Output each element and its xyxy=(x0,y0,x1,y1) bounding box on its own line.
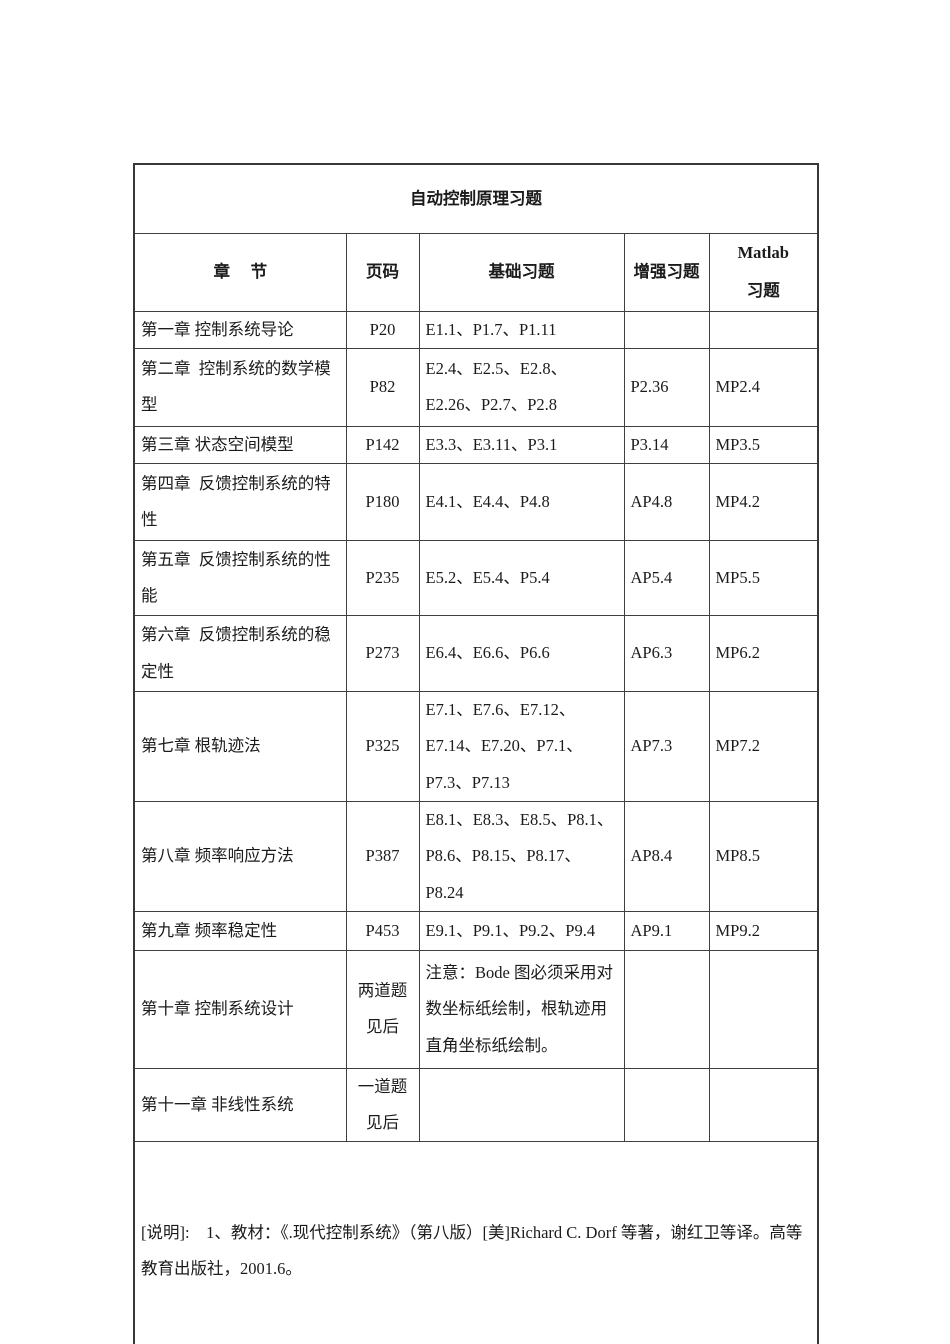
table-row: 第七章 根轨迹法 P325 E7.1、E7.6、E7.12、E7.14、E7.2… xyxy=(133,691,819,802)
matlab-exercises-cell: MP7.2 xyxy=(708,691,819,802)
enhanced-exercises-cell xyxy=(623,949,710,1069)
table-row: 第六章 反馈控制系统的稳定性 P273 E6.4、E6.6、P6.6 AP6.3… xyxy=(133,615,819,693)
basic-exercises-cell xyxy=(418,1067,625,1143)
basic-exercises-cell: E3.3、E3.11、P3.1 xyxy=(418,425,625,465)
chapter-cell: 第五章 反馈控制系统的性能 xyxy=(133,540,347,617)
enhanced-exercises-cell: AP9.1 xyxy=(623,910,710,951)
title-row: 自动控制原理习题 xyxy=(133,163,819,234)
page-cell: P180 xyxy=(345,463,420,542)
page-cell: 一道题 见后 xyxy=(345,1067,420,1143)
chapter-cell: 第三章 状态空间模型 xyxy=(133,425,347,465)
page-cell: P82 xyxy=(345,347,420,427)
enhanced-exercises-cell: P2.36 xyxy=(623,347,710,427)
basic-exercises-cell: E8.1、E8.3、E8.5、P8.1、P8.6、P8.15、P8.17、P8.… xyxy=(418,800,625,912)
matlab-exercises-cell xyxy=(708,949,819,1069)
basic-exercises-cell: E5.2、E5.4、P5.4 xyxy=(418,540,625,617)
table-row: 第四章 反馈控制系统的特性 P180 E4.1、E4.4、P4.8 AP4.8 … xyxy=(133,463,819,542)
matlab-exercises-cell: MP4.2 xyxy=(708,463,819,542)
table-row: 第三章 状态空间模型 P142 E3.3、E3.11、P3.1 P3.14 MP… xyxy=(133,425,819,465)
table-row: 第二章 控制系统的数学模型 P82 E2.4、E2.5、E2.8、E2.26、P… xyxy=(133,347,819,427)
basic-exercises-cell: 注意：Bode 图必须采用对数坐标纸绘制，根轨迹用直角坐标纸绘制。 xyxy=(418,949,625,1069)
enhanced-exercises-cell: AP4.8 xyxy=(623,463,710,542)
basic-exercises-cell: E9.1、P9.1、P9.2、P9.4 xyxy=(418,910,625,951)
col-header-matlab: Matlab 习题 xyxy=(708,232,819,312)
col-header-page: 页码 xyxy=(345,232,420,312)
basic-exercises-cell: E4.1、E4.4、P4.8 xyxy=(418,463,625,542)
chapter-cell: 第九章 频率稳定性 xyxy=(133,910,347,951)
footer-row: [说明]: 1、教材：《.现代控制系统》（第八版）[美]Richard C. D… xyxy=(133,1141,819,1344)
matlab-exercises-cell: MP3.5 xyxy=(708,425,819,465)
enhanced-exercises-cell: AP5.4 xyxy=(623,540,710,617)
chapter-cell: 第二章 控制系统的数学模型 xyxy=(133,347,347,427)
header-row: 章 节 页码 基础习题 增强习题 Matlab 习题 xyxy=(133,232,819,312)
table-row: 第八章 频率响应方法 P387 E8.1、E8.3、E8.5、P8.1、P8.6… xyxy=(133,800,819,912)
enhanced-exercises-cell: AP7.3 xyxy=(623,691,710,802)
basic-exercises-cell: E2.4、E2.5、E2.8、E2.26、P2.7、P2.8 xyxy=(418,347,625,427)
col-header-chapter: 章 节 xyxy=(133,232,347,312)
matlab-exercises-cell: MP2.4 xyxy=(708,347,819,427)
page-cell: 两道题 见后 xyxy=(345,949,420,1069)
basic-exercises-cell: E7.1、E7.6、E7.12、E7.14、E7.20、P7.1、P7.3、P7… xyxy=(418,691,625,802)
table-row: 第五章 反馈控制系统的性能 P235 E5.2、E5.4、P5.4 AP5.4 … xyxy=(133,540,819,617)
table-row: 第九章 频率稳定性 P453 E9.1、P9.1、P9.2、P9.4 AP9.1… xyxy=(133,910,819,951)
enhanced-exercises-cell: AP6.3 xyxy=(623,615,710,693)
note-line-1: [说明]: 1、教材：《.现代控制系统》（第八版）[美]Richard C. D… xyxy=(141,1223,803,1279)
chapter-cell: 第十章 控制系统设计 xyxy=(133,949,347,1069)
chapter-cell: 第一章 控制系统导论 xyxy=(133,310,347,349)
chapter-cell: 第七章 根轨迹法 xyxy=(133,691,347,802)
page-cell: P142 xyxy=(345,425,420,465)
chapter-cell: 第十一章 非线性系统 xyxy=(133,1067,347,1143)
page-title: 自动控制原理习题 xyxy=(133,163,819,234)
exercise-table: 自动控制原理习题 章 节 页码 基础习题 增强习题 Matlab 习题 第一章 … xyxy=(133,163,820,1344)
table-row: 第一章 控制系统导论 P20 E1.1、P1.7、P1.11 xyxy=(133,310,819,349)
page-cell: P273 xyxy=(345,615,420,693)
page-cell: P20 xyxy=(345,310,420,349)
table-row: 第十一章 非线性系统 一道题 见后 xyxy=(133,1067,819,1143)
matlab-exercises-cell: MP6.2 xyxy=(708,615,819,693)
enhanced-exercises-cell: AP8.4 xyxy=(623,800,710,912)
page-cell: P453 xyxy=(345,910,420,951)
chapter-cell: 第四章 反馈控制系统的特性 xyxy=(133,463,347,542)
matlab-exercises-cell: MP9.2 xyxy=(708,910,819,951)
chapter-cell: 第八章 频率响应方法 xyxy=(133,800,347,912)
matlab-exercises-cell xyxy=(708,310,819,349)
enhanced-exercises-cell: P3.14 xyxy=(623,425,710,465)
chapter-cell: 第六章 反馈控制系统的稳定性 xyxy=(133,615,347,693)
table-row: 第十章 控制系统设计 两道题 见后 注意：Bode 图必须采用对数坐标纸绘制，根… xyxy=(133,949,819,1069)
notes-cell: [说明]: 1、教材：《.现代控制系统》（第八版）[美]Richard C. D… xyxy=(133,1141,819,1344)
page-cell: P387 xyxy=(345,800,420,912)
matlab-exercises-cell: MP8.5 xyxy=(708,800,819,912)
enhanced-exercises-cell xyxy=(623,1067,710,1143)
basic-exercises-cell: E6.4、E6.6、P6.6 xyxy=(418,615,625,693)
col-header-enhanced: 增强习题 xyxy=(623,232,710,312)
enhanced-exercises-cell xyxy=(623,310,710,349)
col-header-basic: 基础习题 xyxy=(418,232,625,312)
matlab-exercises-cell: MP5.5 xyxy=(708,540,819,617)
basic-exercises-cell: E1.1、P1.7、P1.11 xyxy=(418,310,625,349)
matlab-exercises-cell xyxy=(708,1067,819,1143)
page-cell: P235 xyxy=(345,540,420,617)
page-cell: P325 xyxy=(345,691,420,802)
